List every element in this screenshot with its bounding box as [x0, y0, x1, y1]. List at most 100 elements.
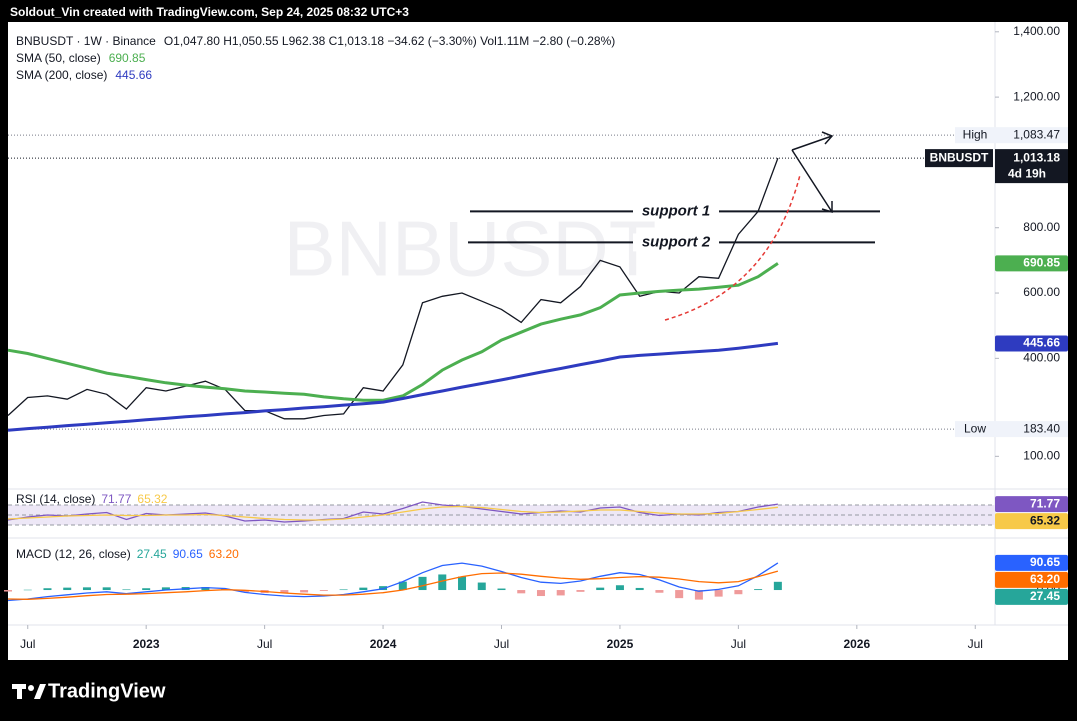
- histogram-bar: [714, 590, 723, 597]
- value-box-label: 27.45: [1030, 589, 1060, 603]
- value-box-label: 445.66: [1023, 336, 1060, 350]
- histogram-bar: [773, 581, 782, 591]
- histogram-bar: [63, 587, 72, 591]
- y-tick-label: 800.00: [1023, 220, 1060, 234]
- histogram-bar: [517, 590, 526, 594]
- histogram-bar: [418, 576, 427, 591]
- footer-logo: TradingView: [48, 680, 166, 702]
- low-value: 183.40: [1023, 421, 1060, 435]
- legend-value: 90.65: [173, 547, 203, 561]
- histogram-bar: [379, 586, 388, 591]
- histogram-bar: [339, 589, 348, 591]
- histogram-bar: [359, 587, 368, 591]
- trend-curve: [664, 174, 801, 321]
- x-tick-label: 2024: [370, 637, 397, 651]
- low-value-bg: [995, 421, 1068, 438]
- histogram-bar: [694, 590, 703, 600]
- histogram-bar: [458, 576, 467, 591]
- support-label-bg: [633, 202, 719, 221]
- value-box: [995, 335, 1068, 352]
- histogram-bar: [438, 574, 447, 591]
- histogram-bar: [596, 587, 605, 591]
- histogram-bar: [655, 590, 664, 593]
- last-price-label: 1,013.18: [1013, 150, 1060, 164]
- high-value-bg: [995, 127, 1068, 144]
- histogram-bar: [82, 587, 91, 591]
- y-tick-label: 100.00: [1023, 448, 1060, 462]
- y-tick-label: 1,400.00: [1013, 24, 1060, 38]
- legend-value: 71.77: [101, 492, 131, 506]
- legend-entry: MACD (12, 26, close) 27.45 90.65 63.20: [16, 547, 239, 561]
- legend-entry: RSI (14, close) 71.77 65.32: [16, 492, 168, 506]
- watermark: BNBUSDT: [284, 205, 657, 293]
- indicator-line: [7, 341, 779, 432]
- value-box: [995, 554, 1068, 571]
- high-tag: [955, 127, 995, 144]
- x-tick-label: Jul: [731, 637, 746, 651]
- indicator-line: [7, 262, 779, 402]
- x-tick-label: 2026: [843, 637, 870, 651]
- y-tick-label: 400.00: [1023, 351, 1060, 365]
- value-box-label: 90.65: [1030, 555, 1060, 569]
- value-box: [995, 571, 1068, 588]
- histogram-bar: [142, 588, 151, 591]
- value-box: [995, 255, 1068, 272]
- histogram-bar: [102, 587, 111, 591]
- value-box-label: 63.20: [1030, 572, 1060, 586]
- histogram-bar: [122, 589, 131, 591]
- legend-value: 445.66: [115, 68, 152, 82]
- y-tick-label: 600.00: [1023, 285, 1060, 299]
- legend-name: RSI (14, close): [16, 492, 95, 506]
- histogram-bar: [201, 587, 210, 591]
- logo-mark: [12, 684, 46, 699]
- histogram-bar: [4, 590, 12, 592]
- symbol-box: [925, 149, 993, 168]
- arrows: [791, 131, 834, 214]
- histogram-bar: [161, 587, 170, 591]
- x-tick-label: Jul: [20, 637, 35, 651]
- histogram-bar: [497, 588, 506, 591]
- value-box-label: 71.77: [1030, 496, 1060, 510]
- indicator-line: [7, 570, 779, 600]
- histogram-bar: [240, 590, 249, 593]
- value-box: [995, 513, 1068, 530]
- indicator-line: [7, 505, 778, 521]
- symbol-label: BNBUSDT: [930, 150, 989, 164]
- legend-value: 65.32: [137, 492, 167, 506]
- legend-value: 63.20: [209, 547, 239, 561]
- legend-name: SMA (200, close): [16, 68, 107, 82]
- high-value: 1,083.47: [1013, 127, 1060, 141]
- histogram-bar: [536, 590, 545, 597]
- countdown: 4d 19h: [1008, 166, 1046, 180]
- histogram-bar: [576, 590, 585, 592]
- x-tick-label: Jul: [494, 637, 509, 651]
- credit: Soldout_Vin created with TradingView.com…: [10, 5, 409, 19]
- legend-name: MACD (12, 26, close): [16, 547, 131, 561]
- price-line: [7, 157, 779, 420]
- histogram-bar: [23, 589, 32, 591]
- value-box-label: 65.32: [1030, 513, 1060, 527]
- histogram-bar: [300, 590, 309, 593]
- histogram-bar: [556, 590, 565, 596]
- value-box: [995, 588, 1068, 605]
- value-box: [995, 496, 1068, 513]
- support-label: support 1: [642, 202, 710, 219]
- low-text: Low: [964, 421, 986, 435]
- x-tick-label: Jul: [257, 637, 272, 651]
- legend-line: BNBUSDT · 1W · Binance O1,047.80 H1,050.5…: [16, 34, 615, 48]
- indicator-line: [7, 501, 778, 523]
- histogram-bar: [280, 590, 289, 594]
- legend-entry: SMA (200, close) 445.66: [16, 68, 152, 82]
- histogram-bar: [615, 585, 624, 591]
- histogram-bar: [398, 581, 407, 591]
- legend-title: BNBUSDT · 1W · Binance: [16, 34, 156, 48]
- value-box-label: 690.85: [1023, 256, 1060, 270]
- high-text: High: [963, 127, 988, 141]
- histogram-bar: [319, 590, 328, 591]
- legend-name: SMA (50, close): [16, 51, 101, 65]
- histogram-bar: [43, 588, 52, 591]
- legend-entry: SMA (50, close) 690.85: [16, 51, 146, 65]
- support-label-bg: [633, 233, 719, 252]
- legend-ohlc: O1,047.80 H1,050.55 L962.38 C1,013.18 −3…: [164, 34, 615, 48]
